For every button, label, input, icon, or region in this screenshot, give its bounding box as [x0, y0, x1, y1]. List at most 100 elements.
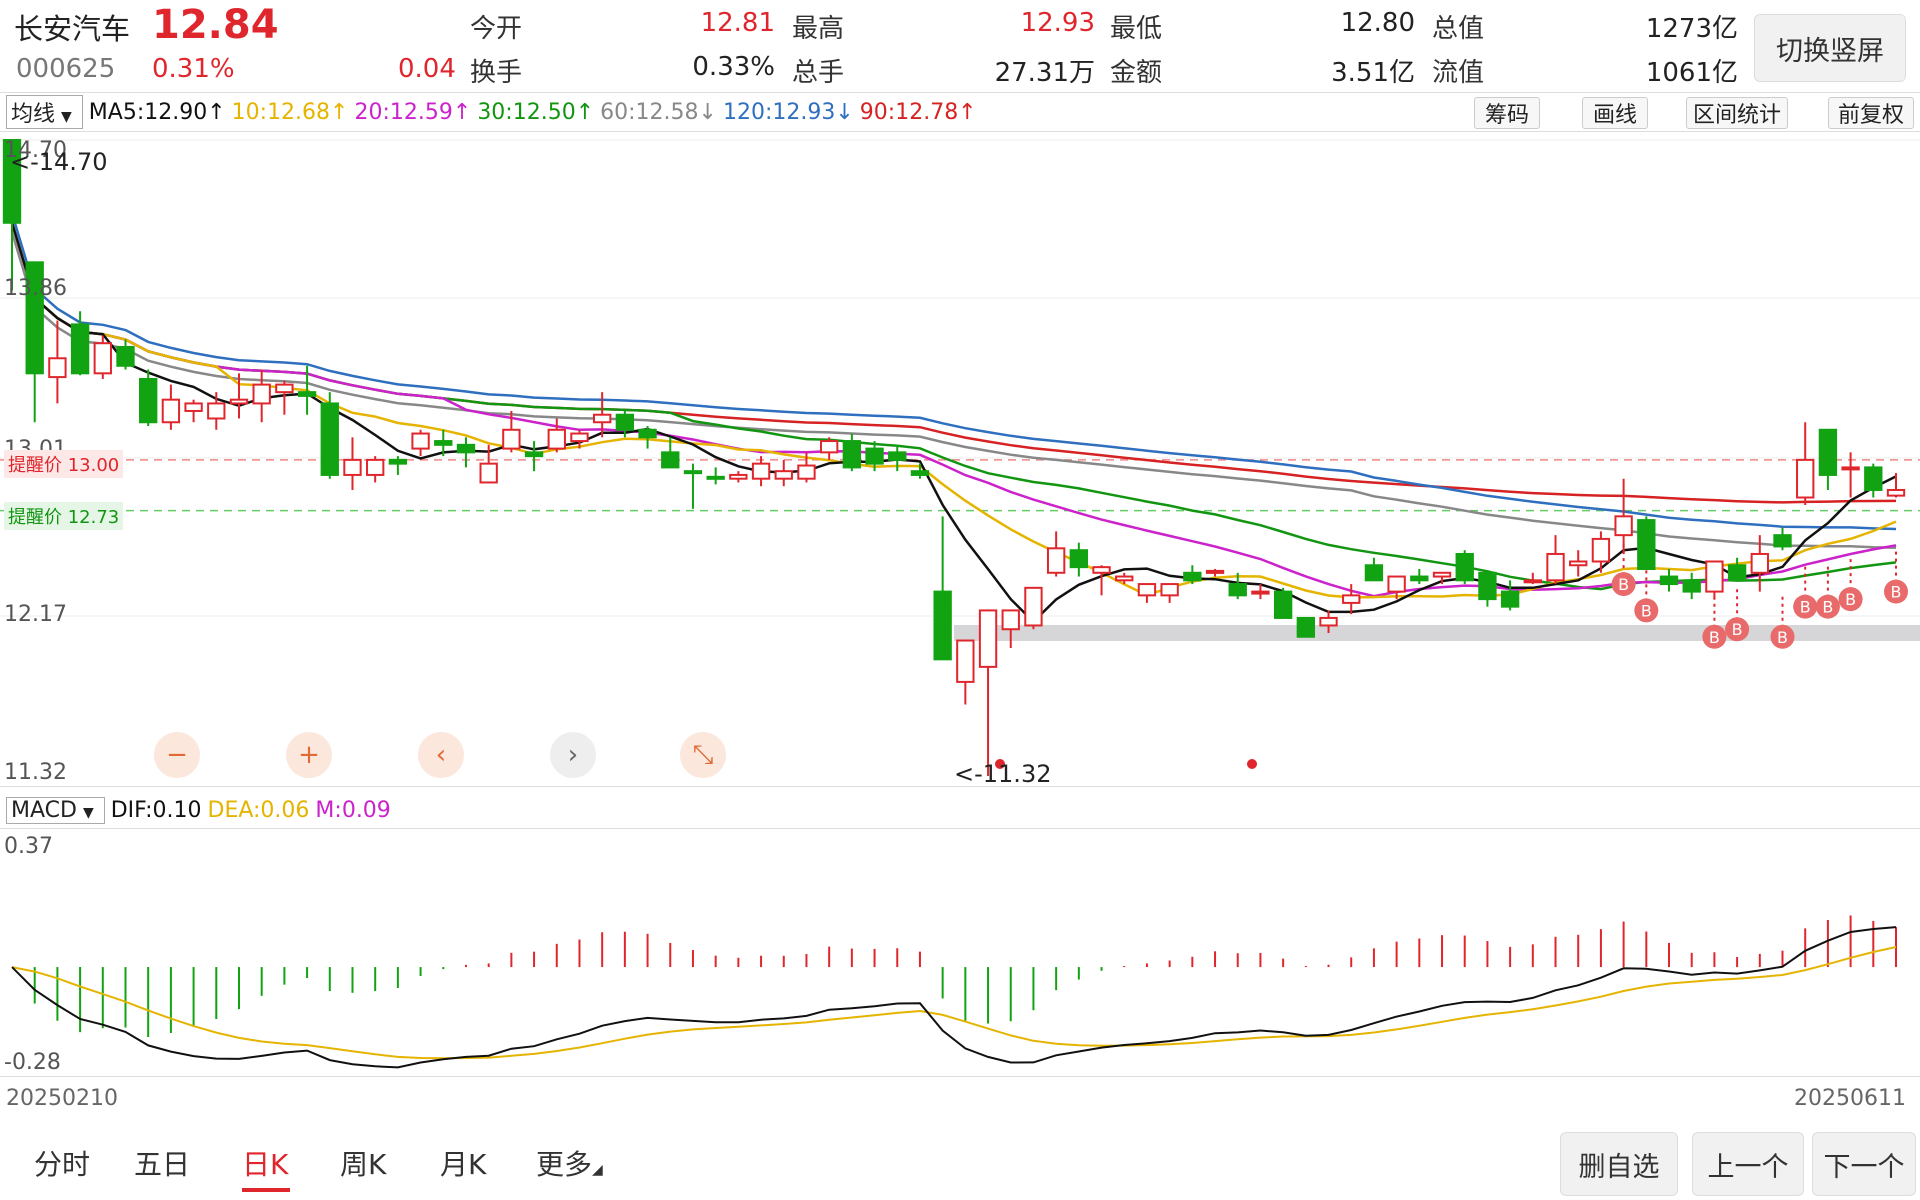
- price-axis-4: 12.17: [4, 602, 67, 627]
- tab-intraday[interactable]: 分时: [34, 1148, 91, 1181]
- tab-more[interactable]: 更多◢: [536, 1143, 603, 1183]
- macd-legend: MACD ▼ DIF:0.10 DEA:0.06 M:0.09: [0, 794, 397, 826]
- ma5-line: [10, 222, 1897, 624]
- turnover-label: 换手: [470, 58, 523, 88]
- zoom-out-button[interactable]: −: [154, 732, 200, 778]
- candle-body: [1410, 575, 1429, 582]
- fit-screen-icon[interactable]: ⤡: [680, 732, 726, 778]
- amount-label: 金额: [1110, 58, 1163, 88]
- dif-value: DIF:0.10: [110, 797, 202, 823]
- low-marker: <-11.32: [954, 760, 1052, 788]
- buy-signal-label: B: [1732, 620, 1743, 639]
- change-percent: 0.31%: [152, 54, 235, 84]
- header-divider: [0, 92, 1920, 93]
- volume-label: 总手: [792, 58, 845, 88]
- candle-body: [70, 323, 90, 375]
- high-label: 最高: [792, 14, 845, 44]
- candle-body: [797, 464, 816, 480]
- candle-body: [25, 261, 44, 375]
- candle-body: [1115, 575, 1134, 582]
- candle-body: [1205, 569, 1225, 574]
- candle-body: [343, 458, 362, 476]
- stock-name: 长安汽车: [14, 12, 131, 46]
- macd-dropdown[interactable]: MACD ▼: [6, 796, 105, 824]
- candle-body: [1682, 579, 1701, 593]
- candle-body: [1637, 519, 1656, 571]
- next-stock-button[interactable]: 下一个: [1812, 1132, 1916, 1196]
- candle-body: [1818, 428, 1838, 476]
- candle-body: [1251, 590, 1270, 595]
- tab-weekly-k[interactable]: 周K: [340, 1148, 387, 1181]
- tab-more-label: 更多: [536, 1148, 593, 1181]
- ma5-value: MA5:12.90↑: [88, 99, 226, 125]
- candle-body: [1296, 616, 1316, 638]
- candle-body: [592, 413, 612, 424]
- candle-body: [1773, 534, 1792, 548]
- candle-body: [275, 383, 294, 394]
- range-stats-button[interactable]: 区间统计: [1686, 97, 1788, 129]
- tab-daily-k[interactable]: 日K: [242, 1148, 289, 1181]
- ma20-line: [10, 222, 1897, 598]
- candle-body: [1727, 564, 1747, 582]
- candle-body: [683, 470, 703, 475]
- price-axis-top: 14.70: [4, 138, 67, 163]
- scroll-left-button[interactable]: ‹: [418, 732, 464, 778]
- tab-five-day[interactable]: 五日: [134, 1148, 191, 1181]
- candle-body: [1183, 571, 1202, 582]
- candle-body: [434, 440, 453, 446]
- ma-legend: 均线 ▼ MA5:12.90↑ 10:12.68↑ 20:12.59↑ 30:12…: [0, 95, 1920, 129]
- chart-top-border: [0, 131, 1920, 132]
- chevron-down-icon: ▼: [61, 109, 72, 125]
- candle-body: [865, 447, 884, 465]
- buy-signal-label: B: [1845, 590, 1856, 609]
- switch-portrait-button[interactable]: 切换竖屏: [1754, 14, 1906, 82]
- indicator-dropdown[interactable]: 均线 ▼: [6, 95, 83, 129]
- alert-price-red[interactable]: 提醒价 13.00: [4, 450, 124, 478]
- buy-signal-label: B: [1822, 598, 1833, 617]
- macd-axis-bottom: -0.28: [4, 1050, 61, 1075]
- price-axis-2: 13.86: [4, 276, 67, 301]
- change-amount: 0.04: [398, 54, 456, 84]
- dea-line: [11, 946, 1897, 1060]
- low-value: 12.80: [1340, 8, 1415, 38]
- ma20-value: 20:12.59↑: [354, 99, 472, 125]
- amount-value: 3.51亿: [1331, 58, 1415, 88]
- float-value: 1061亿: [1645, 58, 1738, 88]
- remove-watchlist-button[interactable]: 删自选: [1560, 1132, 1678, 1196]
- previous-stock-button[interactable]: 上一个: [1692, 1132, 1804, 1196]
- mktcap-label: 总值: [1432, 14, 1485, 44]
- buy-signal-marker: [1793, 594, 1818, 619]
- candlestick-chart[interactable]: BBB B BB B B B: [0, 132, 1920, 786]
- event-dot: [1247, 759, 1257, 769]
- candle-body: [116, 345, 135, 367]
- candle-body: [2, 139, 22, 224]
- candle-body: [615, 413, 635, 431]
- turnover-value: 0.33%: [692, 52, 775, 82]
- float-label: 流值: [1432, 58, 1485, 88]
- candle-body: [207, 402, 226, 420]
- ma60-line: [10, 231, 1897, 550]
- candle-body: [1569, 560, 1588, 567]
- candle-body: [1046, 547, 1066, 574]
- candle-body: [1273, 590, 1293, 619]
- zoom-in-button[interactable]: +: [286, 732, 332, 778]
- ma120-line: [10, 213, 1897, 531]
- chips-button[interactable]: 筹码: [1474, 97, 1540, 129]
- candle-body: [1523, 579, 1542, 584]
- candle-body: [910, 470, 930, 476]
- candle-body: [479, 462, 498, 484]
- candle-body: [502, 428, 521, 450]
- macd-chart[interactable]: [0, 829, 1920, 1076]
- macd-top-border: [0, 786, 1920, 787]
- date-start: 20250210: [6, 1086, 118, 1111]
- draw-line-button[interactable]: 画线: [1582, 97, 1648, 129]
- candle-body: [751, 462, 771, 480]
- macd-dropdown-label: MACD: [11, 797, 77, 823]
- macd-axis-top: 0.37: [4, 834, 53, 859]
- alert-price-green[interactable]: 提醒价 12.73: [4, 502, 124, 530]
- high-marker: <-14.70: [10, 148, 108, 176]
- candle-body: [1750, 552, 1769, 574]
- scroll-right-button[interactable]: ›: [550, 732, 596, 778]
- tab-monthly-k[interactable]: 月K: [440, 1148, 487, 1181]
- adjust-button[interactable]: 前复权: [1828, 97, 1914, 129]
